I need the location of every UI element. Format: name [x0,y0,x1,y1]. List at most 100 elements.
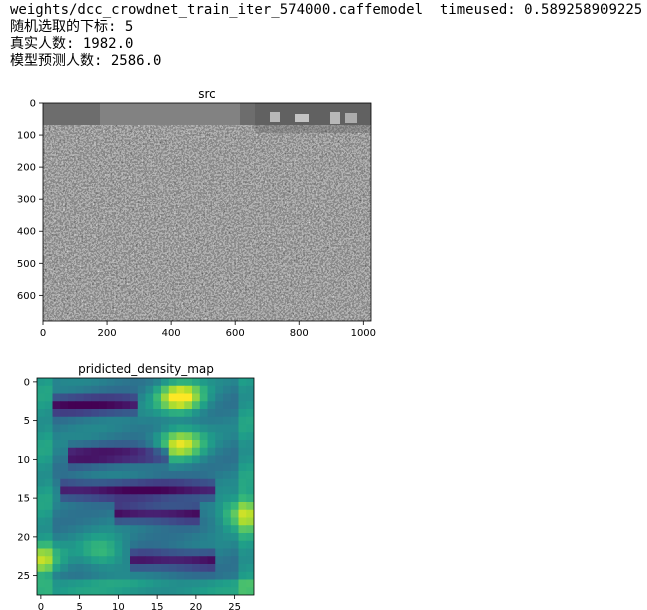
density-cell [207,494,216,503]
density-cell [83,401,92,410]
density-cell [176,571,185,580]
src-y-axis: 0 100 200 300 400 500 600 [17,99,43,302]
density-cell [230,378,239,387]
density-cell [161,486,170,495]
density-cell [238,548,247,557]
density-cell [199,533,208,542]
density-cell [199,385,208,394]
density-cell [130,587,139,595]
density-cell [37,494,46,503]
density-cell [223,509,232,518]
density-cell [122,494,131,503]
density-cell [122,385,131,394]
density-cell [75,401,84,410]
density-cell [106,548,115,557]
density-cell [192,471,201,480]
density-cell [230,525,239,534]
density-cell [199,440,208,449]
density-cell [207,378,216,387]
density-cell [223,540,232,549]
density-cell [99,401,108,410]
density-cell [161,502,170,511]
density-cell [192,587,201,595]
density-cell [83,440,92,449]
density-cell [130,471,139,480]
density-cell [153,378,162,387]
density-cell [176,478,185,487]
density-cell [153,533,162,542]
density-cell [145,432,154,441]
density-cell [83,378,92,387]
density-cell [199,416,208,425]
density-cell [91,556,100,565]
density-cell [60,478,69,487]
density-cell [230,502,239,511]
density-cell [106,502,115,511]
density-cell [68,385,77,394]
density-cell [75,463,84,472]
density-cell [68,463,77,472]
density-cell [184,440,193,449]
density-cell [137,509,146,518]
density-cell [145,571,154,580]
density-cell [37,509,46,518]
density-cell [44,571,53,580]
output-line-true-count: 真实人数: 1982.0 [10,36,134,52]
density-cell [215,378,224,387]
density-cell [145,409,154,418]
density-cell [184,533,193,542]
density-cell [207,509,216,518]
density-cell [199,393,208,402]
density-cell [75,540,84,549]
density-cell [176,416,185,425]
density-cell [184,517,193,526]
density-cell [106,432,115,441]
density-cell [161,571,170,580]
density-cell [106,587,115,595]
density-cell [37,564,46,573]
density-cell [215,478,224,487]
density-cell [130,447,139,456]
density-cell [230,564,239,573]
density-cell [246,564,254,573]
density-cell [60,440,69,449]
src-x-tick-label: 800 [290,328,309,339]
density-cell [91,440,100,449]
density-cell [230,548,239,557]
density-cell [60,471,69,480]
density-cell [83,548,92,557]
density-cell [99,564,108,573]
density-cell [91,409,100,418]
density-cell [106,571,115,580]
density-cell [215,455,224,464]
density-cell [153,401,162,410]
density-cell [145,447,154,456]
density-cell [145,478,154,487]
density-cell [161,556,170,565]
density-cell [168,494,177,503]
density-cell [238,579,247,588]
density-cell [37,393,46,402]
density-cell [192,385,201,394]
density-cell [207,540,216,549]
density-cell [184,587,193,595]
density-cell [75,564,84,573]
density-cell [184,424,193,433]
density-cell [192,517,201,526]
density-axes-frame [36,377,255,596]
density-cell [60,447,69,456]
density-cell [199,409,208,418]
density-cell [184,401,193,410]
density-cell [60,533,69,542]
density-cell [99,571,108,580]
density-cell [168,478,177,487]
density-cell [199,471,208,480]
density-cell [44,579,53,588]
density-cell [60,416,69,425]
density-cell [192,486,201,495]
density-cell [91,571,100,580]
density-cell [184,471,193,480]
density-cell [122,463,131,472]
density-cell [99,440,108,449]
density-cell [137,525,146,534]
